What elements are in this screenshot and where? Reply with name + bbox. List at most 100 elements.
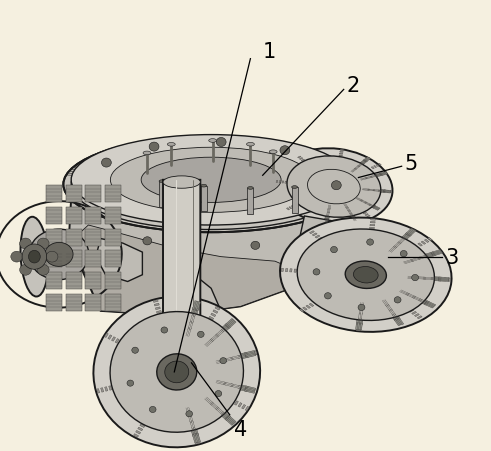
Ellipse shape (201, 185, 207, 188)
Polygon shape (324, 223, 327, 224)
Polygon shape (357, 324, 362, 326)
Polygon shape (360, 177, 368, 181)
Polygon shape (108, 335, 112, 340)
Polygon shape (364, 202, 372, 207)
Circle shape (149, 143, 159, 152)
Polygon shape (378, 190, 385, 193)
Polygon shape (291, 206, 294, 208)
Polygon shape (286, 208, 290, 211)
Circle shape (280, 147, 290, 156)
Ellipse shape (354, 267, 378, 283)
Polygon shape (162, 273, 221, 329)
Ellipse shape (345, 262, 386, 289)
Polygon shape (354, 166, 361, 170)
Polygon shape (134, 434, 138, 437)
Polygon shape (387, 309, 397, 317)
Polygon shape (230, 382, 241, 390)
Polygon shape (315, 235, 320, 239)
Polygon shape (242, 405, 246, 409)
Ellipse shape (247, 187, 253, 190)
Polygon shape (371, 167, 374, 170)
Circle shape (186, 411, 192, 417)
Polygon shape (163, 180, 200, 392)
Polygon shape (101, 388, 104, 392)
Polygon shape (237, 352, 248, 360)
Ellipse shape (45, 243, 73, 267)
Polygon shape (363, 157, 371, 163)
Polygon shape (324, 219, 329, 224)
Polygon shape (294, 269, 297, 273)
Polygon shape (370, 175, 378, 179)
Polygon shape (138, 427, 143, 431)
Circle shape (120, 166, 131, 176)
Ellipse shape (163, 176, 200, 189)
Circle shape (197, 331, 204, 338)
Polygon shape (219, 410, 231, 421)
Polygon shape (66, 207, 82, 225)
Polygon shape (245, 406, 249, 411)
Polygon shape (215, 307, 220, 310)
Polygon shape (294, 205, 297, 207)
Polygon shape (195, 442, 200, 444)
Circle shape (147, 151, 158, 161)
Polygon shape (46, 272, 62, 290)
Polygon shape (225, 319, 236, 329)
Polygon shape (356, 327, 361, 328)
Polygon shape (189, 314, 197, 324)
Polygon shape (157, 311, 162, 313)
Polygon shape (372, 206, 380, 211)
Polygon shape (136, 430, 140, 434)
Polygon shape (360, 160, 367, 166)
Polygon shape (105, 207, 121, 225)
Polygon shape (380, 172, 387, 176)
Text: 3: 3 (445, 247, 458, 267)
Circle shape (216, 138, 226, 147)
Polygon shape (365, 214, 368, 216)
Polygon shape (325, 216, 329, 221)
Circle shape (215, 391, 222, 397)
Polygon shape (431, 250, 442, 257)
Polygon shape (214, 406, 225, 416)
Polygon shape (439, 278, 442, 281)
Polygon shape (201, 186, 207, 212)
Polygon shape (358, 303, 365, 310)
Polygon shape (371, 219, 376, 221)
Polygon shape (192, 431, 197, 433)
Circle shape (400, 251, 407, 257)
Polygon shape (66, 294, 82, 311)
Polygon shape (105, 294, 121, 311)
Polygon shape (46, 229, 62, 246)
Polygon shape (365, 176, 373, 180)
Text: 5: 5 (405, 153, 418, 173)
Circle shape (280, 217, 289, 225)
Polygon shape (356, 318, 363, 325)
Polygon shape (396, 237, 407, 245)
Polygon shape (424, 239, 429, 243)
Polygon shape (211, 313, 216, 317)
Ellipse shape (287, 156, 381, 218)
Polygon shape (417, 316, 422, 319)
Polygon shape (96, 239, 142, 282)
Polygon shape (247, 189, 253, 214)
Polygon shape (85, 207, 101, 225)
Polygon shape (276, 181, 278, 183)
Circle shape (149, 406, 156, 413)
Polygon shape (290, 269, 292, 272)
Polygon shape (381, 299, 391, 308)
Circle shape (411, 275, 418, 281)
Polygon shape (326, 212, 330, 217)
Polygon shape (69, 138, 351, 316)
Polygon shape (357, 308, 364, 315)
Ellipse shape (21, 217, 48, 297)
Polygon shape (356, 330, 361, 331)
Ellipse shape (63, 137, 359, 233)
Polygon shape (309, 304, 314, 307)
Polygon shape (417, 254, 429, 261)
Bar (135, 203, 145, 212)
Polygon shape (444, 278, 446, 281)
Polygon shape (192, 301, 200, 311)
Polygon shape (225, 415, 236, 425)
Polygon shape (246, 353, 249, 357)
Ellipse shape (141, 158, 281, 203)
Polygon shape (318, 238, 323, 241)
